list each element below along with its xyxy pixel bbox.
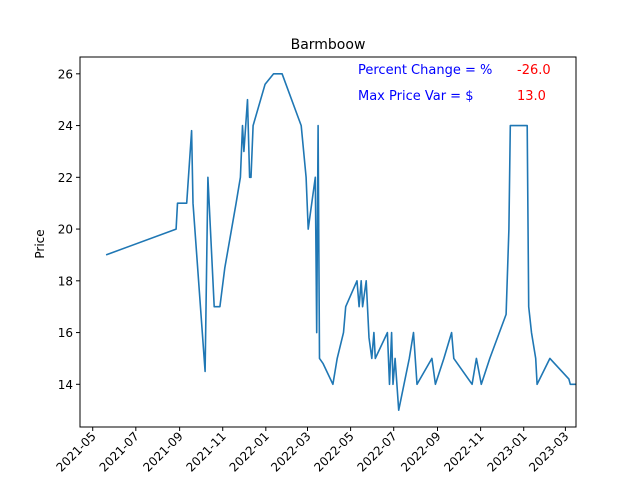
y-tick-label: 18 <box>58 274 73 288</box>
annotation-max-price-var-label: Max Price Var = $ <box>358 89 473 104</box>
plot-frame <box>79 56 577 428</box>
x-tick-label: 2021-11 <box>183 429 228 474</box>
y-tick-label: 20 <box>58 223 73 237</box>
x-tick-label: 2021-09 <box>140 429 185 474</box>
x-tick-label: 2022-01 <box>227 429 272 474</box>
y-tick-label: 16 <box>58 326 73 340</box>
x-tick-label: 2022-07 <box>354 429 399 474</box>
y-tick-label: 24 <box>58 119 73 133</box>
annotation-percent-change-label: Percent Change = % <box>358 63 492 78</box>
x-tick-label: 2022-09 <box>398 429 443 474</box>
y-axis: 14 16 18 20 22 24 26 <box>58 67 80 392</box>
y-tick-label: 14 <box>58 378 73 392</box>
y-tick-label: 26 <box>58 67 73 81</box>
x-tick-label: 2023-01 <box>484 429 529 474</box>
x-tick-label: 2022-03 <box>268 429 313 474</box>
annotation-max-price-var: Max Price Var = $ 13.0 <box>358 89 546 104</box>
x-tick-label: 2022-05 <box>311 429 356 474</box>
x-tick-label: 2021-07 <box>97 429 142 474</box>
x-tick-label: 2023-03 <box>526 429 571 474</box>
x-axis: 2021-052021-072021-092021-112022-012022-… <box>53 427 572 475</box>
annotation-percent-change: Percent Change = % -26.0 <box>358 63 551 78</box>
annotation-percent-change-value: -26.0 <box>517 63 551 78</box>
x-tick-label: 2022-11 <box>441 429 486 474</box>
series-line <box>105 73 576 412</box>
chart-title: Barmboow <box>291 37 366 53</box>
annotation-max-price-var-value: 13.0 <box>517 89 546 104</box>
y-tick-label: 22 <box>58 171 73 185</box>
y-axis-label: Price <box>33 229 47 258</box>
plot-area <box>105 73 576 412</box>
x-tick-label: 2021-05 <box>53 429 98 474</box>
